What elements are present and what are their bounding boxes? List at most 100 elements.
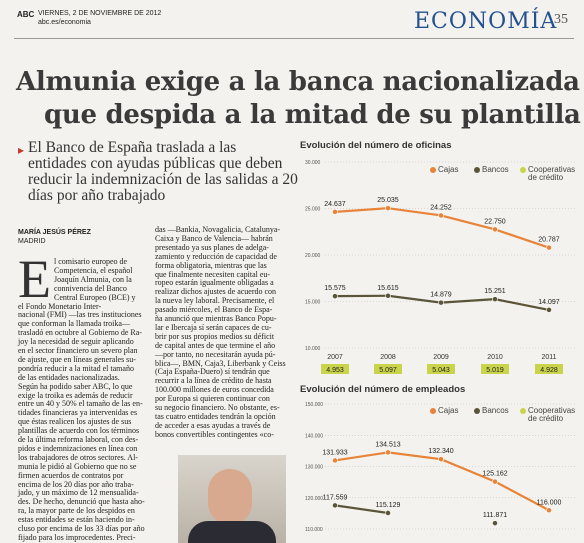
drop-cap: E [18, 249, 51, 309]
legend-label: Cooperativas de crédito [528, 165, 576, 182]
date: VIERNES, 2 DE NOVIEMBRE DE 2012 [38, 10, 162, 17]
data-label: 25.035 [377, 197, 399, 204]
data-label: 24.252 [430, 204, 452, 211]
legend-swatch [430, 167, 436, 173]
point [385, 205, 391, 212]
subhead-arrow: ▸ [18, 143, 25, 157]
section: ECONOMÍA [414, 9, 558, 34]
y-tick-label: 10.000 [305, 346, 321, 352]
legend-label: Cajas [438, 406, 459, 415]
y-tick-label: 130.000 [305, 465, 323, 471]
body-line: por Europa si quieren continuar con [155, 394, 270, 404]
body-line: pasado miércoles, el Banco de Espa- [155, 305, 273, 315]
headline-line: Almunia exige a la banca nacionalizada [16, 67, 580, 97]
x-tick-label: 2011 [541, 354, 556, 361]
legend-item: Cooperativas de crédito [520, 166, 580, 182]
point [332, 457, 338, 464]
body-line: cluso por encima de los 33 días por año [18, 524, 145, 533]
body-line: (Caja España-Duero) sí tendrán que [155, 367, 270, 377]
body-line: su negocio financiero. No obstante, es- [155, 403, 280, 412]
point [385, 292, 391, 299]
data-label: 14.879 [430, 292, 452, 299]
photo [178, 455, 286, 543]
point [438, 299, 444, 306]
x-tick-label: 2009 [433, 354, 449, 361]
body-line: blica—, BMN, Caja3, Liberbank y Ceiss [155, 358, 286, 368]
value-box [535, 364, 563, 374]
body-line: fijado para los improcedentes. Preci- [18, 532, 136, 542]
rule [14, 38, 574, 39]
data-label: 22.750 [484, 218, 506, 225]
point [332, 502, 338, 509]
point [492, 520, 498, 527]
data-label: 20.787 [538, 237, 560, 244]
location: MADRID [18, 238, 46, 245]
x-tick-label: 2010 [487, 354, 503, 361]
y-tick-label: 15.000 [305, 300, 321, 306]
body-line: ña anunció que mientras Banco Popu- [155, 314, 277, 323]
data-label: 15.575 [324, 285, 346, 292]
body-line: presentado ya sus planes de adelga- [155, 242, 269, 252]
body-line: trasladó en octubre al Gobierno de Ra- [18, 328, 142, 338]
body-line: el Fondo Monetario Inter- [18, 301, 102, 311]
body-line: que éstas realicen los ajustes de sus [18, 417, 132, 427]
point [332, 293, 338, 300]
url: abc.es/economia [38, 19, 91, 26]
legend-swatch [474, 167, 480, 173]
body-line: Competencia, el español [54, 265, 133, 275]
data-label: 5.019 [486, 367, 504, 374]
point [385, 449, 391, 456]
value-box [374, 364, 402, 374]
legend-label: Cajas [438, 165, 459, 174]
point [492, 478, 498, 485]
body-line: joy la necesidad de seguir aplicando [18, 337, 134, 347]
body-line: firmen acuerdos de contratos por [18, 470, 124, 480]
body-line: l comisario europeo de [54, 257, 128, 266]
body-line: de ajuste, que en líneas generales su- [18, 354, 136, 364]
body-line: connivencia del Banco [54, 283, 127, 293]
point [492, 226, 498, 233]
x-tick-label: 2007 [327, 354, 343, 361]
body-line: ropeo estarán igualmente obligadas a [155, 278, 274, 288]
body-line: realizar dichos ajustes de acuerdo con [155, 287, 277, 297]
y-tick-label: 25.000 [305, 207, 321, 213]
chart-title: Evolución del número de oficinas [300, 140, 452, 151]
body-line: das —Bankia, Novagalicia, Catalunya- [155, 225, 281, 234]
body-line: pidos e indemnizaciones en línea con [18, 443, 138, 453]
body-line: que conforman la llamada troika— [18, 319, 130, 329]
value-box [321, 364, 349, 374]
data-label: 111.871 [483, 512, 507, 519]
subhead: El Banco de España traslada a las entida… [28, 139, 298, 204]
body-line: Según ha podido saber ABC, lo que [18, 381, 133, 391]
body-line: tas cuatro entidades tendrán la opción [155, 411, 276, 421]
data-label: 115.129 [376, 502, 401, 509]
data-label: 116.000 [537, 499, 562, 506]
y-tick-label: 120.000 [305, 496, 323, 502]
body-line: de capital antes de que termine el año [155, 340, 276, 350]
body-line: lar e Ibercaja sí serán capaces de cu- [155, 322, 272, 332]
y-tick-label: 30.000 [305, 160, 321, 166]
point [385, 510, 391, 516]
body-line: pondría reducir a la mitad el tamaño [18, 363, 134, 373]
point [438, 212, 444, 219]
data-label: 134.513 [375, 441, 400, 448]
point [546, 507, 552, 514]
body-line: los trabajadores de otros sectores. Al- [18, 452, 138, 462]
data-label: 24.637 [324, 201, 346, 208]
body-line: nacional (FMI) —las tres instituciones [18, 310, 142, 320]
legend-item: Bancos [474, 166, 509, 174]
point [546, 306, 552, 313]
headline-line: que despida a la mitad de su plantilla [44, 100, 581, 130]
page-number: 35 [554, 12, 568, 27]
legend-label: Cooperativas de crédito [528, 406, 576, 423]
body-line: tidades financieras ya intervenidas es [18, 408, 138, 418]
body-line: forma obligatoria, mientras que las [155, 260, 267, 270]
body-line: Central Europeo (BCE) y [54, 292, 136, 302]
body-line: plantillas de acuerdo con los términos [18, 426, 140, 436]
data-label: 132.340 [428, 448, 453, 455]
y-tick-label: 150.000 [305, 402, 323, 408]
point [492, 296, 498, 303]
body-line: brir por sus propios medios su déficit [155, 331, 275, 341]
